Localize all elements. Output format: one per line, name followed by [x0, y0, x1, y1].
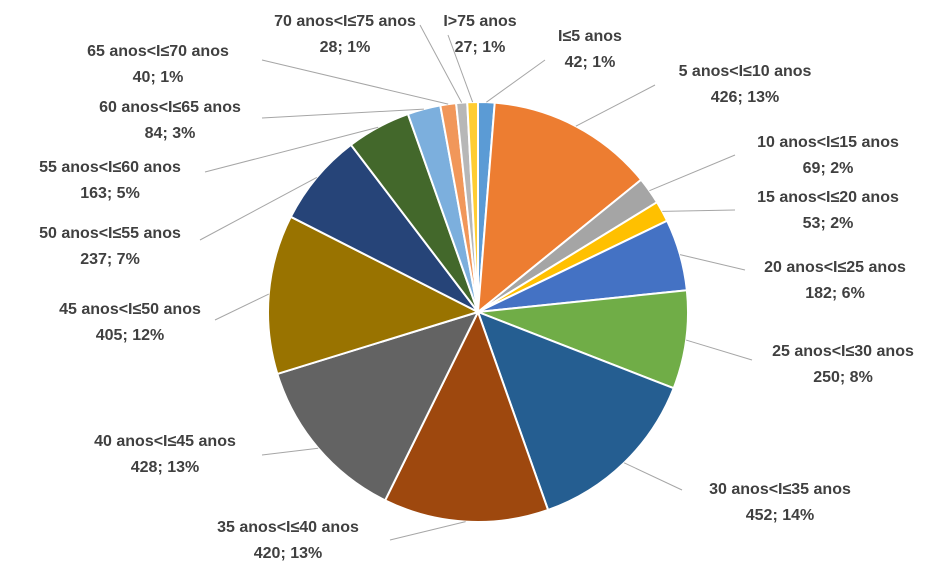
slice-label: 40 anos<I≤45 anos [94, 433, 236, 450]
slice-value-label: 27; 1% [455, 39, 506, 56]
pie-slice [476, 101, 643, 315]
slice-value-label: 405; 12% [96, 327, 165, 344]
leader-line [261, 447, 319, 456]
leader-line [679, 254, 746, 271]
slice-value-label: 237; 7% [80, 251, 140, 268]
slice-value-label: 182; 6% [805, 285, 865, 302]
slice-value-label: 250; 8% [813, 369, 873, 386]
slice-label: 65 anos<I≤70 anos [87, 43, 229, 60]
pie-slice [476, 310, 675, 512]
slice-label: 20 anos<I≤25 anos [764, 259, 906, 276]
slice-value-label: 426; 13% [711, 89, 780, 106]
slice-value-label: 163; 5% [80, 185, 140, 202]
slice-label: 70 anos<I≤75 anos [274, 13, 416, 30]
leader-line [649, 154, 736, 192]
leader-line [662, 209, 736, 212]
leader-line [623, 462, 683, 491]
slice-label: 15 anos<I≤20 anos [757, 189, 899, 206]
leader-line [419, 24, 463, 103]
slice-label: 25 anos<I≤30 anos [772, 343, 914, 360]
pie-slice [477, 289, 689, 390]
slice-value-label: 420; 13% [254, 545, 323, 562]
slice-label: 10 anos<I≤15 anos [757, 134, 899, 151]
slice-label: 30 anos<I≤35 anos [709, 481, 851, 498]
leader-line [204, 126, 379, 173]
slice-label: 55 anos<I≤60 anos [39, 159, 181, 176]
leader-line [261, 59, 449, 105]
slice-label: 50 anos<I≤55 anos [39, 225, 181, 242]
slice-value-label: 53; 2% [803, 215, 854, 232]
slice-label: 60 anos<I≤65 anos [99, 99, 241, 116]
slice-label: I≤5 anos [558, 28, 622, 45]
leader-line [261, 108, 424, 119]
slice-value-label: 42; 1% [565, 54, 616, 71]
leader-line [575, 84, 656, 127]
slice-value-label: 84; 3% [145, 125, 196, 142]
slice-label: I>75 anos [443, 13, 516, 30]
slice-value-label: 40; 1% [133, 69, 184, 86]
slice-value-label: 428; 13% [131, 459, 200, 476]
leader-line [447, 34, 474, 103]
leader-line [486, 59, 546, 103]
leader-line [389, 521, 466, 541]
leader-line [199, 176, 318, 241]
leader-line [685, 339, 753, 361]
slice-value-label: 452; 14% [746, 507, 815, 524]
slice-label: 45 anos<I≤50 anos [59, 301, 201, 318]
slice-label: 5 anos<I≤10 anos [679, 63, 812, 80]
slice-label: 35 anos<I≤40 anos [217, 519, 359, 536]
slice-value-label: 69; 2% [803, 160, 854, 177]
slice-value-label: 28; 1% [320, 39, 371, 56]
leader-line [214, 293, 269, 321]
